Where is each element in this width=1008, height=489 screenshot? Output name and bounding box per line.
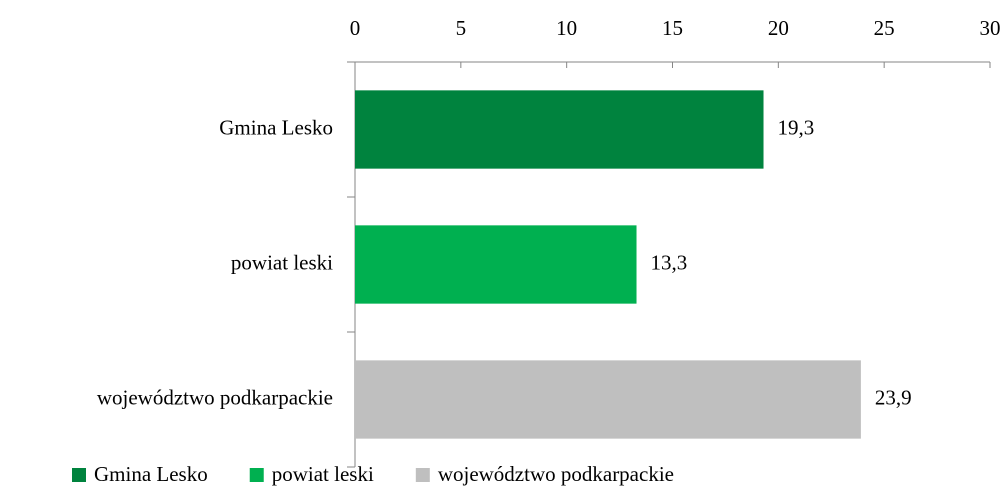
x-tick-label: 0: [350, 16, 361, 40]
bar: [355, 90, 764, 169]
legend-label: Gmina Lesko: [94, 462, 208, 486]
data-label: 13,3: [651, 250, 688, 274]
legend-label: województwo podkarpackie: [438, 462, 674, 486]
y-tick-label: powiat leski: [231, 250, 333, 274]
x-tick-label: 10: [556, 16, 577, 40]
x-tick-label: 15: [662, 16, 683, 40]
x-tick-label: 5: [456, 16, 467, 40]
x-tick-label: 20: [768, 16, 789, 40]
bar: [355, 360, 861, 439]
legend-swatch: [72, 468, 86, 482]
y-tick-label: województwo podkarpackie: [97, 385, 333, 409]
data-label: 23,9: [875, 385, 912, 409]
legend-swatch: [415, 468, 430, 482]
legend-label: powiat leski: [272, 462, 374, 486]
bar: [355, 225, 637, 304]
legend-swatch: [249, 468, 264, 482]
y-tick-label: Gmina Lesko: [219, 115, 333, 139]
data-label: 19,3: [778, 115, 815, 139]
x-tick-label: 25: [874, 16, 895, 40]
x-tick-label: 30: [980, 16, 1001, 40]
